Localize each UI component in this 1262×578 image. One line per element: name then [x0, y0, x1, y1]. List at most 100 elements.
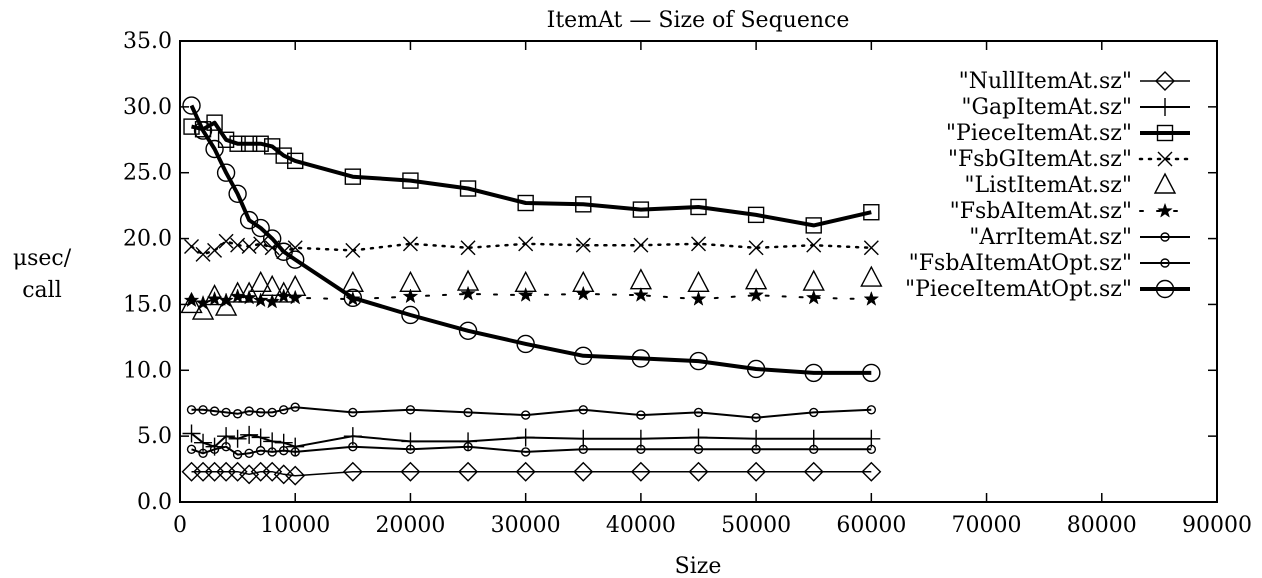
- data-point-pieceitemat-sz: [863, 204, 880, 221]
- data-point-listitemat-sz: [687, 270, 710, 293]
- data-point-fsbgitemat-sz: [518, 236, 534, 252]
- data-point-gapitemat-sz: [274, 433, 293, 452]
- data-point-pieceitematopt-sz: [689, 351, 708, 371]
- y-tick-label: 5.0: [137, 424, 172, 449]
- data-point-arritemat-sz: [693, 407, 704, 418]
- data-point-fsbaitematopt-sz: [520, 447, 531, 457]
- x-tick-label: 80000: [1067, 513, 1137, 538]
- data-point-pieceitematopt-sz: [182, 96, 201, 115]
- legend-label: "ListItemAt.sz": [964, 173, 1132, 198]
- data-point-gapitemat-sz: [228, 429, 247, 448]
- data-point-listitemat-sz: [272, 281, 295, 303]
- data-point-fsbaitematopt-sz: [232, 449, 243, 460]
- data-point-arritemat-sz: [578, 405, 588, 415]
- data-point-arritemat-sz: [463, 407, 473, 418]
- data-point-fsbgitemat-sz: [806, 237, 822, 253]
- data-point-fsbaitematopt-sz: [255, 445, 266, 456]
- data-point-fsbaitemat-sz: [863, 290, 880, 306]
- data-point-fsbgitemat-sz: [748, 240, 764, 256]
- data-point-fsbaitemat-sz: [275, 288, 292, 304]
- data-point-fsbgitemat-sz: [345, 242, 361, 258]
- legend-marker: [1157, 151, 1173, 167]
- data-point-pieceitemat-sz: [263, 138, 281, 155]
- data-point-nullitemat-sz: [746, 461, 767, 482]
- data-point-fsbaitematopt-sz: [405, 444, 416, 455]
- data-point-fsbgitemat-sz: [402, 236, 418, 252]
- series-lines: [189, 104, 873, 477]
- data-point-pieceitemat-sz: [275, 147, 292, 164]
- x-tick-label: 40000: [606, 513, 676, 538]
- data-point-listitemat-sz: [191, 298, 215, 320]
- data-point-fsbaitematopt-sz: [751, 444, 761, 455]
- legend-label: "NullItemAt.sz": [959, 69, 1132, 94]
- data-point-arritemat-sz: [221, 407, 231, 418]
- data-point-pieceitematopt-sz: [631, 349, 651, 368]
- data-point-gapitemat-sz: [401, 432, 420, 451]
- data-point-pieceitematopt-sz: [216, 163, 236, 182]
- data-point-arritemat-sz: [636, 410, 646, 420]
- data-point-gapitemat-sz: [182, 424, 201, 443]
- data-point-fsbaitemat-sz: [218, 292, 234, 308]
- data-point-arritemat-sz: [520, 410, 531, 420]
- data-point-arritemat-sz: [232, 409, 243, 419]
- data-point-arritemat-sz: [186, 405, 197, 415]
- data-point-fsbaitemat-sz: [517, 286, 534, 302]
- data-point-nullitemat-sz: [688, 461, 709, 482]
- x-tick-label: 20000: [375, 513, 445, 538]
- legend-marker: [1156, 124, 1174, 142]
- data-point-fsbgitemat-sz: [184, 238, 200, 254]
- y-tick-label: 25.0: [123, 161, 172, 186]
- data-point-arritemat-sz: [209, 406, 220, 416]
- data-point-listitemat-sz: [629, 268, 653, 290]
- y-axis-label-line-2: call: [22, 278, 62, 303]
- data-point-fsbgitemat-sz: [207, 242, 223, 258]
- data-point-fsbgitemat-sz: [691, 236, 706, 252]
- data-point-pieceitemat-sz: [217, 131, 235, 148]
- data-point-nullitemat-sz: [630, 461, 651, 482]
- x-tick-label: 0: [173, 513, 187, 538]
- data-point-fsbaitemat-sz: [206, 290, 223, 306]
- data-point-nullitemat-sz: [803, 461, 824, 482]
- data-point-listitemat-sz: [802, 269, 825, 291]
- series-line-fsbaitematopt-sz: [191, 445, 872, 456]
- series-line-gapitemat-sz: [190, 432, 872, 448]
- data-point-fsbaitematopt-sz: [267, 447, 277, 457]
- data-point-nullitemat-sz: [262, 461, 283, 482]
- legend-label: "FsbAItemAt.sz": [950, 199, 1132, 224]
- legend-label: "FsbGItemAt.sz": [948, 147, 1132, 172]
- data-point-arritemat-sz: [405, 405, 416, 415]
- x-tick-label: 50000: [721, 513, 791, 538]
- data-point-pieceitematopt-sz: [262, 229, 282, 248]
- data-point-gapitemat-sz: [689, 428, 708, 447]
- data-point-fsbgitemat-sz: [264, 240, 280, 256]
- legend-marker: [1153, 172, 1177, 194]
- y-tick-label: 35.0: [123, 29, 172, 54]
- data-point-fsbaitematopt-sz: [578, 444, 588, 455]
- data-point-nullitemat-sz: [239, 464, 260, 485]
- series-line-arritemat-sz: [191, 406, 872, 419]
- data-point-fsbaitematopt-sz: [209, 444, 220, 455]
- data-point-fsbaitemat-sz: [229, 288, 246, 304]
- x-tick-label: 90000: [1182, 513, 1252, 538]
- data-point-fsbaitematopt-sz: [290, 447, 300, 457]
- data-point-pieceitemat-sz: [747, 206, 765, 224]
- data-point-arritemat-sz: [290, 402, 300, 412]
- data-point-listitemat-sz: [226, 281, 249, 303]
- data-point-nullitemat-sz: [515, 461, 536, 482]
- data-point-fsbaitemat-sz: [195, 294, 211, 310]
- series-markers: [180, 96, 883, 486]
- data-point-nullitemat-sz: [573, 461, 594, 482]
- data-point-gapitemat-sz: [251, 428, 270, 447]
- data-point-fsbgitemat-sz: [460, 240, 476, 256]
- data-point-pieceitematopt-sz: [401, 305, 420, 325]
- data-point-fsbaitemat-sz: [748, 286, 764, 302]
- data-point-fsbaitemat-sz: [460, 285, 476, 301]
- data-point-listitemat-sz: [860, 265, 883, 287]
- plot-frame: [179, 40, 1218, 503]
- data-point-arritemat-sz: [279, 405, 289, 415]
- series-line-pieceitemat-sz: [191, 120, 872, 228]
- data-point-pieceitematopt-sz: [193, 121, 213, 140]
- data-point-pieceitemat-sz: [805, 217, 822, 234]
- data-point-gapitemat-sz: [459, 432, 478, 451]
- data-point-fsbaitemat-sz: [805, 289, 822, 305]
